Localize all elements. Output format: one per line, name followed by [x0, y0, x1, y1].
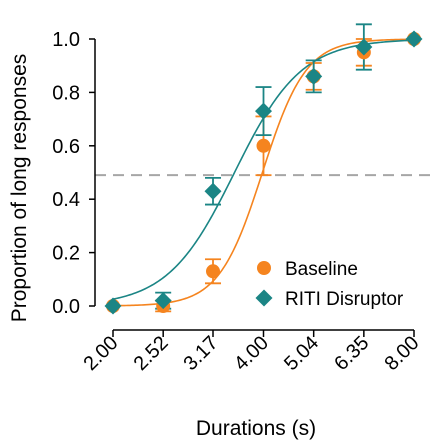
y-tick-label: 0.0 [52, 296, 80, 318]
y-tick-label: 0.6 [52, 136, 80, 158]
data-point-diamond [355, 38, 373, 56]
legend-label: Baseline [285, 259, 358, 280]
legend-marker-circle [257, 261, 271, 275]
data-point-diamond [405, 30, 423, 48]
legend: Baseline RITI Disruptor [255, 259, 404, 310]
x-tick-label: 2.52 [130, 332, 173, 375]
data-point-diamond [255, 102, 272, 120]
y-tick-label: 0.4 [52, 189, 80, 211]
x-tick-label: 3.17 [179, 332, 222, 375]
legend-marker-diamond [255, 289, 273, 307]
x-tick-label: 4.00 [230, 332, 273, 375]
x-axis-title: Durations (s) [196, 417, 316, 440]
data-point-circle [206, 264, 221, 279]
y-tick-label: 0.2 [52, 243, 80, 265]
x-tick-label: 5.04 [280, 332, 323, 375]
axes-layer: 0.0 0.2 0.4 0.6 0.8 1.0 2.00 2.52 3.17 4.00 5.04 6.… [52, 29, 423, 375]
x-tick-label: 6.35 [330, 332, 373, 375]
data-point-diamond [104, 297, 122, 315]
data-point-diamond [204, 182, 222, 200]
data-point-diamond [305, 67, 323, 85]
data-points-layer [104, 30, 423, 315]
y-tick-label: 1.0 [52, 29, 80, 51]
y-tick-label: 0.8 [52, 82, 80, 104]
x-tick-label: 8.00 [380, 332, 423, 375]
y-axis-title: Proportion of long responses [8, 54, 31, 323]
legend-label: RITI Disruptor [285, 289, 404, 310]
x-tick-label: 2.00 [79, 332, 122, 375]
data-point-diamond [154, 292, 172, 310]
data-point-circle [256, 138, 271, 153]
